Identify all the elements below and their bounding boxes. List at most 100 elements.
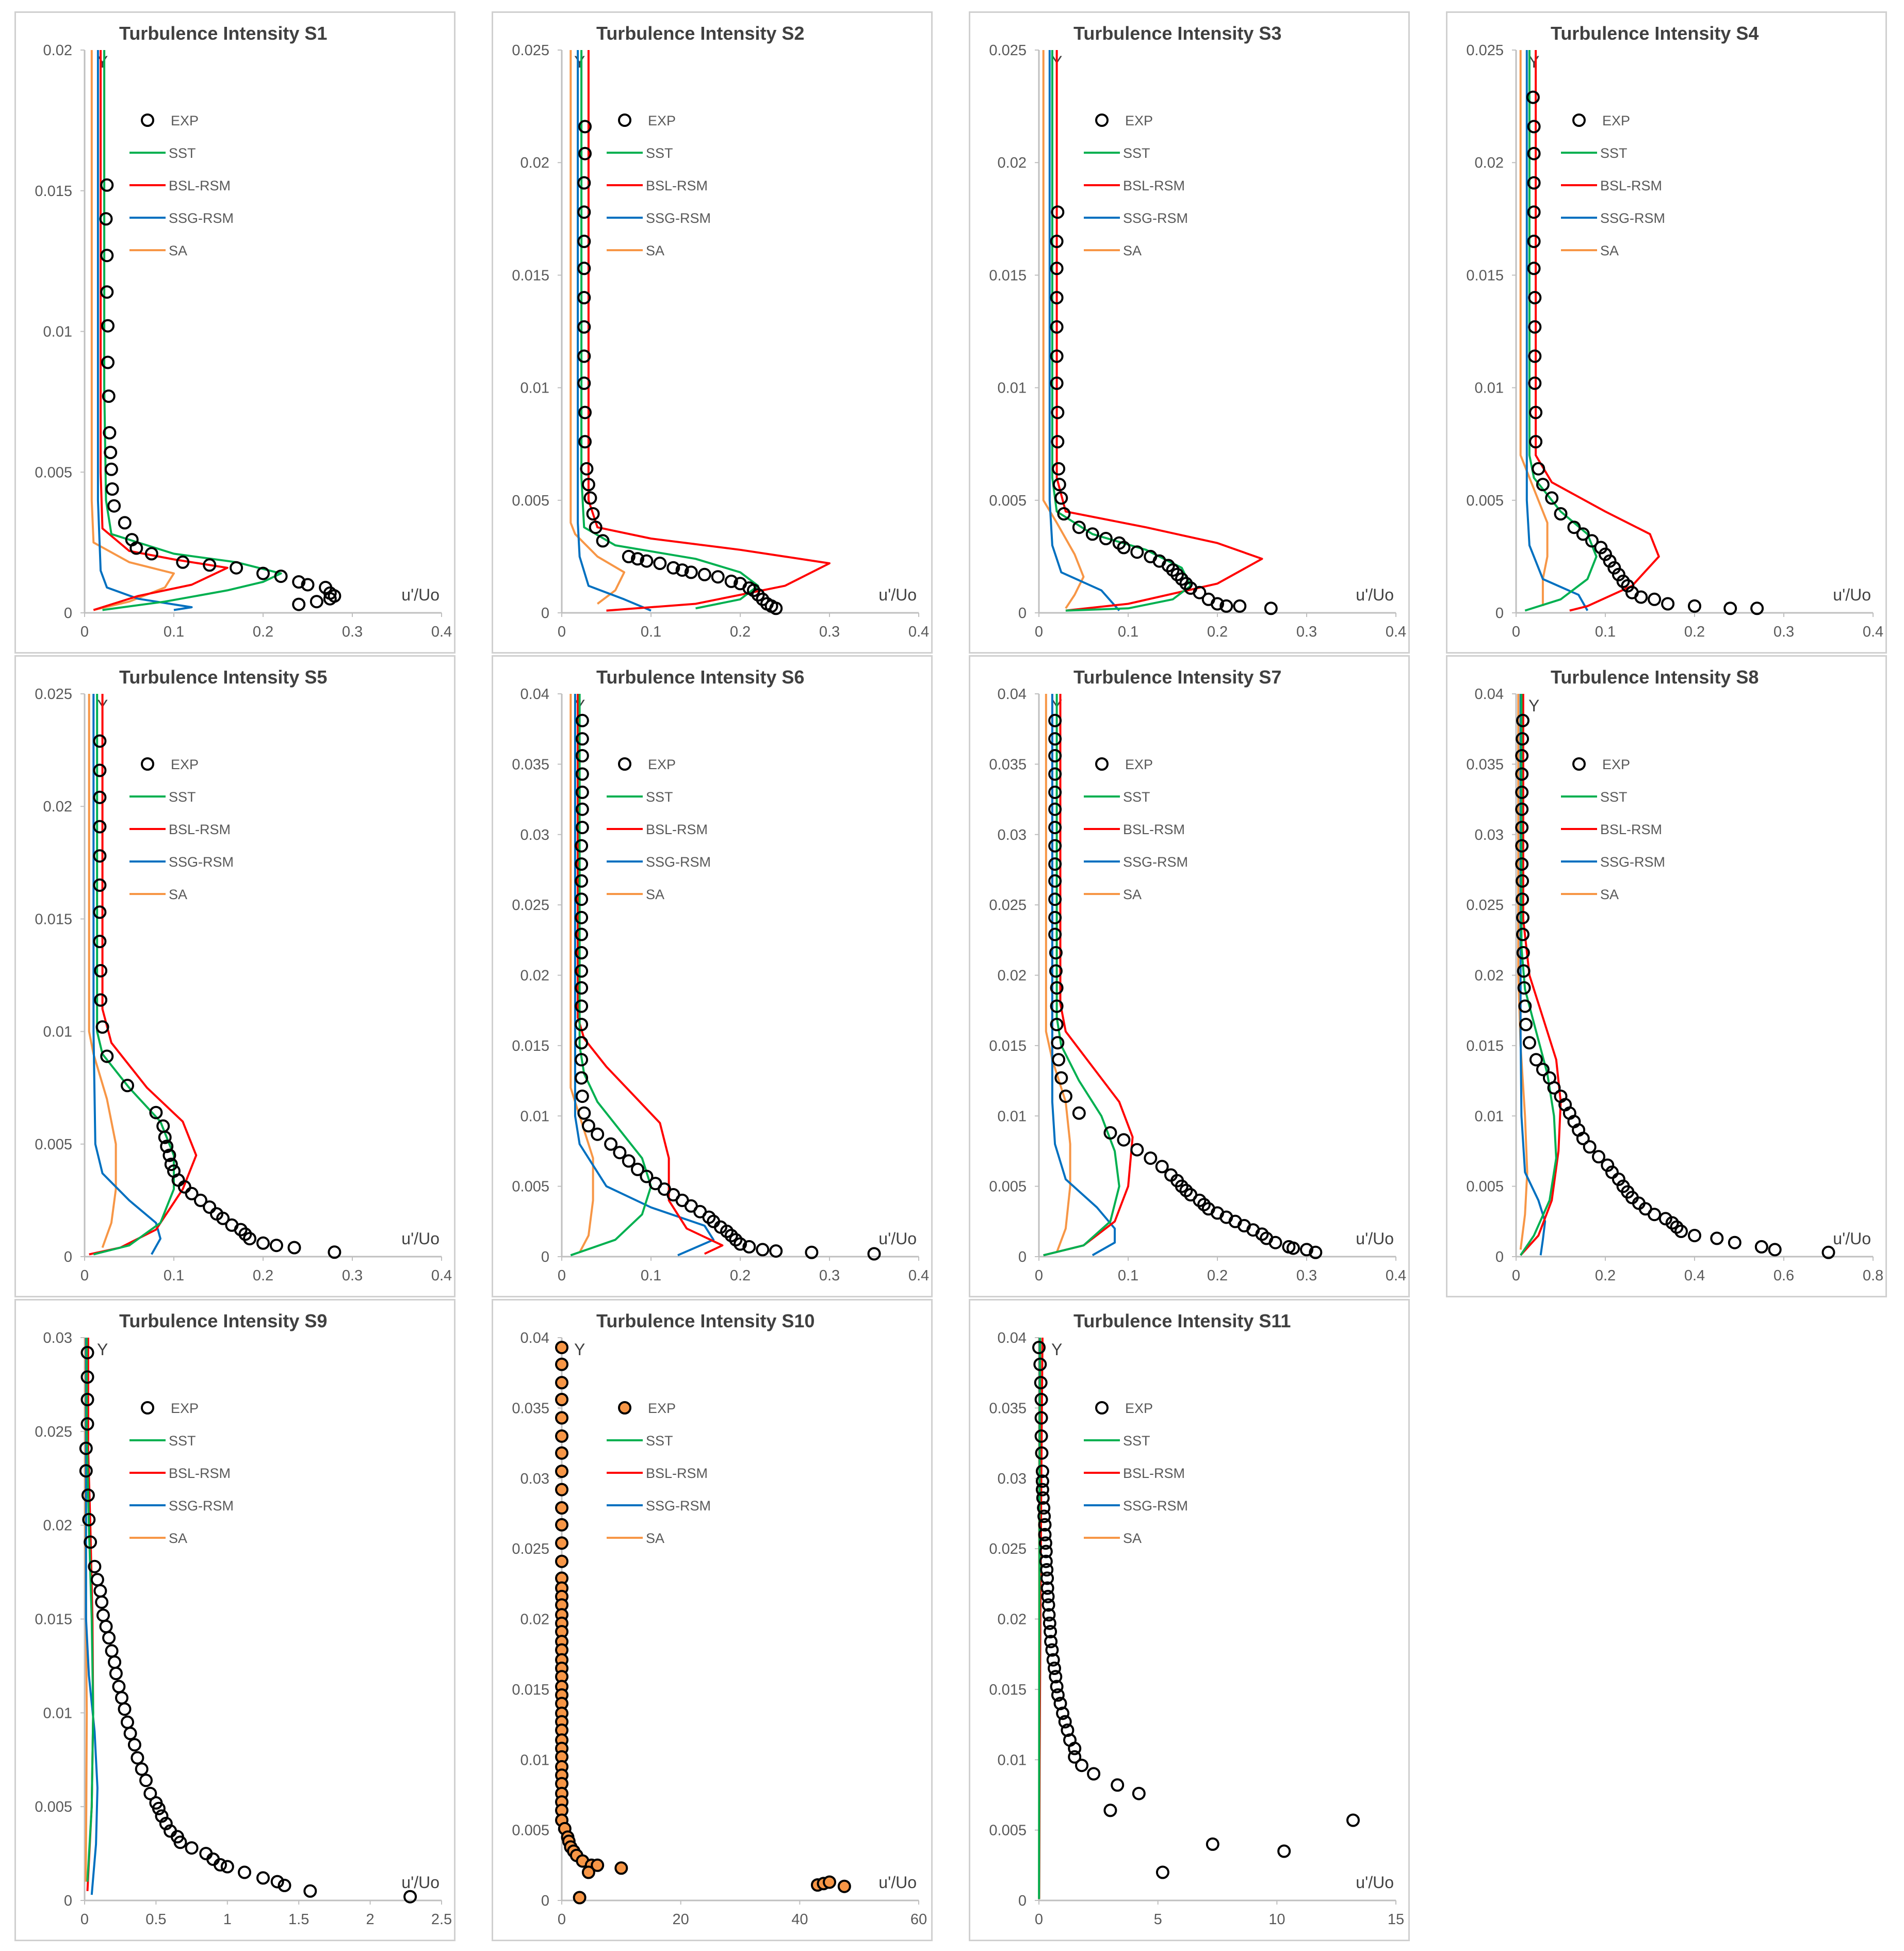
exp-point [1193, 586, 1207, 599]
exp-point [613, 1146, 627, 1160]
y-tick-label: 0.02 [520, 155, 549, 171]
exp-point [1050, 1680, 1064, 1694]
exp-point [1035, 1446, 1049, 1460]
x-tick-label: 0 [558, 1911, 566, 1928]
exp-point [94, 964, 108, 978]
exp-point [1048, 732, 1062, 746]
exp-point [577, 376, 591, 390]
x-tick-label: 0 [1035, 1911, 1043, 1928]
exp-point [274, 570, 288, 583]
exp-point [575, 1036, 589, 1050]
exp-point [1517, 981, 1531, 995]
exp-point [93, 820, 107, 834]
exp-point [1179, 577, 1193, 591]
exp-point [176, 555, 190, 569]
exp-point [1054, 491, 1068, 505]
exp-point [578, 120, 592, 134]
y-tick-label: 0.03 [1475, 827, 1504, 843]
legend-marker-exp [141, 757, 154, 771]
exp-point [123, 1727, 137, 1741]
x-axis-label: u'/Uo [1356, 1873, 1394, 1892]
series-line-ssg-rsm [574, 694, 715, 1257]
exp-point [1268, 1235, 1282, 1249]
legend-label-ssg-rsm: SSG-RSM [646, 854, 711, 870]
legend-label-exp: EXP [1602, 113, 1630, 128]
exp-point [724, 574, 738, 588]
y-tick-label: 0.03 [520, 827, 549, 843]
y-tick-label: 0.03 [520, 1471, 549, 1487]
x-tick-label: 0 [1512, 1267, 1520, 1284]
y-tick-label: 0.015 [35, 183, 72, 200]
exp-point [1044, 1625, 1057, 1638]
exp-point [1052, 478, 1066, 492]
exp-point [1033, 1357, 1047, 1371]
x-tick-label: 0.2 [1595, 1267, 1616, 1284]
exp-point [104, 446, 118, 460]
legend-label-ssg-rsm: SSG-RSM [1600, 210, 1665, 226]
y-tick-label: 0 [64, 1893, 72, 1909]
x-tick-label: 0 [80, 1911, 89, 1928]
chart-title: Turbulence Intensity S2 [596, 23, 804, 44]
exp-point [575, 767, 589, 781]
exp-point [185, 1841, 199, 1855]
x-tick-label: 5 [1154, 1911, 1162, 1928]
exp-point [1052, 1053, 1066, 1067]
exp-point [149, 1105, 163, 1119]
exp-point [1346, 1813, 1360, 1827]
exp-point [203, 558, 217, 572]
exp-point [1529, 435, 1543, 449]
exp-point [102, 1631, 116, 1645]
exp-point [555, 1429, 568, 1443]
x-axis-label: u'/Uo [401, 1229, 440, 1248]
exp-point [328, 1245, 341, 1259]
y-tick-label: 0.005 [35, 464, 72, 481]
exp-point [115, 1691, 128, 1705]
exp-point [640, 1169, 654, 1183]
exp-point [1710, 1231, 1724, 1245]
legend-label-bsl-rsm: BSL-RSM [169, 1466, 231, 1481]
x-tick-label: 60 [910, 1911, 927, 1928]
x-tick-label: 0.2 [730, 1267, 751, 1284]
exp-point [575, 874, 589, 888]
y-tick-label: 0.005 [1466, 1179, 1504, 1195]
y-tick-label: 0.005 [512, 1179, 549, 1195]
series-line-ssg-rsm [96, 50, 193, 611]
exp-point [1515, 785, 1529, 799]
exp-point [1754, 1240, 1768, 1254]
legend-label-exp: EXP [1125, 757, 1153, 772]
y-tick-label: 0.02 [1475, 968, 1504, 984]
exp-point [577, 1106, 591, 1120]
exp-point [1554, 507, 1568, 521]
exp-point [575, 981, 589, 995]
exp-point [577, 349, 591, 363]
y-tick-label: 0.025 [1466, 42, 1504, 59]
exp-point [1536, 1063, 1550, 1077]
exp-point [135, 1762, 149, 1776]
exp-point [1048, 713, 1062, 727]
exp-point [256, 566, 270, 580]
exp-point [1051, 405, 1065, 419]
exp-point [269, 1239, 283, 1253]
legend-label-bsl-rsm: BSL-RSM [646, 178, 708, 193]
legend-label-sst: SST [169, 145, 196, 161]
exp-point [746, 583, 760, 597]
exp-point [1048, 839, 1062, 853]
exp-point [93, 734, 107, 748]
x-tick-label: 2 [366, 1911, 375, 1928]
legend-label-bsl-rsm: BSL-RSM [646, 822, 708, 837]
x-tick-label: 0.4 [908, 624, 929, 640]
x-tick-label: 0.8 [1863, 1267, 1883, 1284]
exp-point [1518, 999, 1532, 1013]
exp-point [1515, 767, 1529, 781]
exp-point [1585, 534, 1599, 548]
exp-point [769, 1244, 783, 1258]
exp-point [640, 554, 654, 568]
exp-point [100, 178, 114, 192]
exp-point [614, 1861, 628, 1875]
exp-point [90, 1573, 104, 1587]
series-line-bsl-rsm [577, 694, 724, 1255]
legend-label-sa: SA [169, 243, 187, 258]
y-tick-label: 0 [64, 605, 72, 622]
